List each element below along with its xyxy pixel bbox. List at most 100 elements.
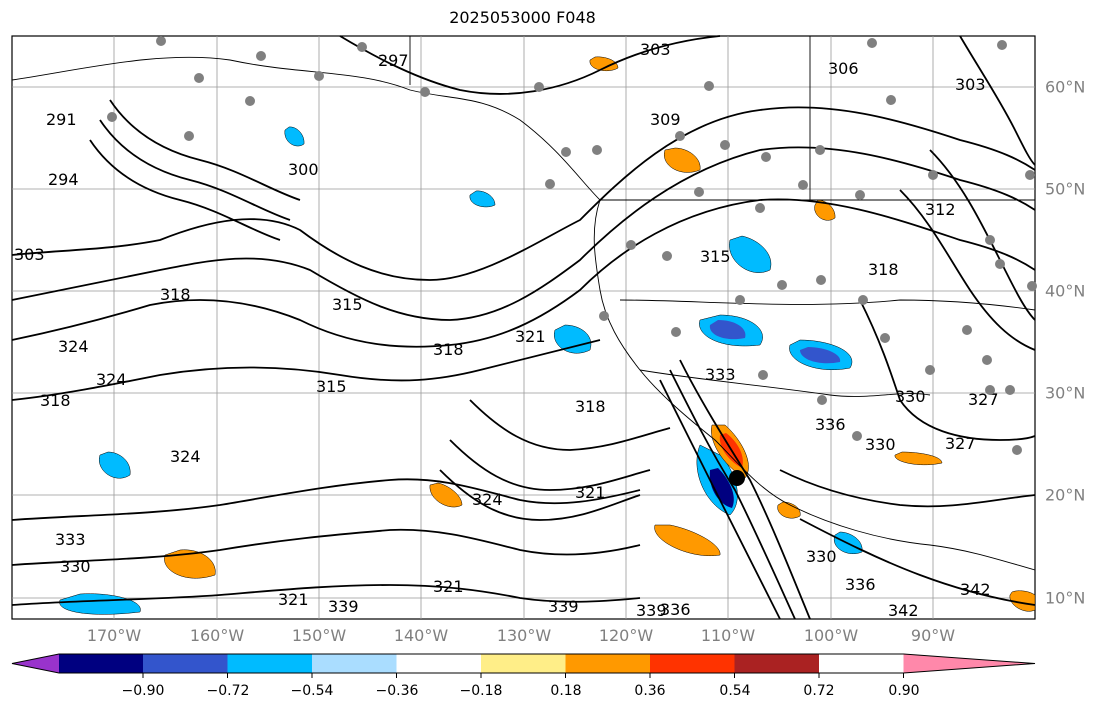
colorbar-tick-label: 0.54 bbox=[719, 683, 751, 699]
station-marker bbox=[995, 259, 1005, 269]
contour-label: 318 bbox=[868, 260, 899, 279]
station-marker bbox=[858, 295, 868, 305]
contour-label: 303 bbox=[955, 75, 986, 94]
contour-label: 324 bbox=[96, 370, 127, 389]
contour-label: 336 bbox=[660, 600, 691, 619]
station-marker bbox=[599, 311, 609, 321]
contour-label: 342 bbox=[960, 580, 991, 599]
station-marker bbox=[758, 370, 768, 380]
contour-label: 303 bbox=[640, 40, 671, 59]
contour-label: 294 bbox=[48, 170, 79, 189]
longitude-label: 160°W bbox=[189, 626, 245, 645]
contour-label: 321 bbox=[575, 483, 606, 502]
station-marker bbox=[694, 187, 704, 197]
station-marker bbox=[985, 235, 995, 245]
latitude-label: 30°N bbox=[1045, 383, 1086, 403]
colorbar-tick-label: −0.72 bbox=[206, 683, 250, 699]
positive-patch bbox=[777, 501, 801, 519]
negative-patch bbox=[284, 126, 305, 147]
colorbar-tick-label: −0.90 bbox=[121, 683, 165, 699]
contour-label: 336 bbox=[815, 415, 846, 434]
contour-label: 342 bbox=[888, 601, 919, 620]
station-marker bbox=[1005, 385, 1015, 395]
station-marker bbox=[592, 145, 602, 155]
station-marker bbox=[755, 203, 765, 213]
station-marker bbox=[720, 140, 730, 150]
positive-patch bbox=[654, 524, 721, 557]
contour-label: 303 bbox=[14, 245, 45, 264]
station-marker bbox=[815, 145, 825, 155]
station-marker bbox=[194, 73, 204, 83]
station-marker bbox=[662, 251, 672, 261]
contour-label: 324 bbox=[170, 447, 201, 466]
contour-label: 297 bbox=[378, 51, 409, 70]
contour-label: 333 bbox=[55, 530, 86, 549]
negative-patch bbox=[59, 593, 141, 615]
negative-patch bbox=[554, 324, 592, 354]
station-marker bbox=[1027, 281, 1037, 291]
station-marker bbox=[735, 295, 745, 305]
negative-patch bbox=[729, 235, 772, 273]
shading-patches bbox=[59, 56, 1036, 615]
station-marker bbox=[817, 395, 827, 405]
station-marker bbox=[852, 431, 862, 441]
contour-label: 309 bbox=[650, 110, 681, 129]
contour-label: 330 bbox=[865, 435, 896, 454]
station-marker bbox=[867, 38, 877, 48]
positive-patch bbox=[429, 482, 463, 508]
station-marker bbox=[886, 95, 896, 105]
contour-label: 327 bbox=[945, 434, 976, 453]
station-marker bbox=[420, 87, 430, 97]
contour-label: 330 bbox=[60, 557, 91, 576]
station-marker bbox=[928, 170, 938, 180]
contour-label: 324 bbox=[58, 337, 89, 356]
contour-label-group: 297 303 306 303 291 294 300 309 303 318 … bbox=[14, 40, 999, 620]
station-marker bbox=[761, 152, 771, 162]
station-marker bbox=[561, 147, 571, 157]
contour-label: 330 bbox=[895, 387, 926, 406]
contour-label: 339 bbox=[636, 601, 667, 620]
station-marker bbox=[534, 82, 544, 92]
longitude-label: 120°W bbox=[598, 626, 654, 645]
contour-label: 339 bbox=[548, 597, 579, 616]
colorbar-tick-label: −0.18 bbox=[459, 683, 503, 699]
station-marker bbox=[545, 179, 555, 189]
contour-label: 300 bbox=[288, 160, 319, 179]
contour-label: 330 bbox=[806, 547, 837, 566]
contour-label: 318 bbox=[40, 391, 71, 410]
contour-lines bbox=[11, 35, 1036, 620]
station-marker bbox=[997, 40, 1007, 50]
colorbar-tick-label: 0.90 bbox=[888, 683, 920, 699]
longitude-label: 90°W bbox=[910, 626, 956, 645]
station-marker bbox=[962, 325, 972, 335]
latitude-label: 50°N bbox=[1045, 179, 1086, 199]
positive-patch bbox=[589, 56, 619, 71]
station-marker bbox=[245, 96, 255, 106]
longitude-label: 100°W bbox=[803, 626, 859, 645]
station-markers bbox=[107, 36, 1037, 455]
positive-patch bbox=[164, 549, 216, 579]
colorbar-tick-label: 0.36 bbox=[634, 683, 666, 699]
colorbar-tick-label: 0.18 bbox=[550, 683, 582, 699]
contour-label: 318 bbox=[160, 285, 191, 304]
station-marker bbox=[982, 355, 992, 365]
colorbar-tick-label: 0.72 bbox=[803, 683, 835, 699]
map-frame bbox=[11, 35, 1036, 620]
station-marker bbox=[314, 71, 324, 81]
contour-label: 318 bbox=[575, 397, 606, 416]
longitude-label: 140°W bbox=[393, 626, 449, 645]
contour-label: 306 bbox=[828, 59, 859, 78]
negative-patch bbox=[98, 451, 131, 479]
station-marker bbox=[671, 327, 681, 337]
positive-patch bbox=[664, 147, 701, 173]
contour-label: 315 bbox=[700, 247, 731, 266]
contour-label: 291 bbox=[46, 110, 77, 129]
contour-label: 318 bbox=[433, 340, 464, 359]
station-marker bbox=[816, 275, 826, 285]
station-marker bbox=[256, 51, 266, 61]
station-marker bbox=[107, 112, 117, 122]
longitude-label: 170°W bbox=[86, 626, 142, 645]
contour-label: 312 bbox=[925, 200, 956, 219]
longitude-label: 150°W bbox=[291, 626, 347, 645]
